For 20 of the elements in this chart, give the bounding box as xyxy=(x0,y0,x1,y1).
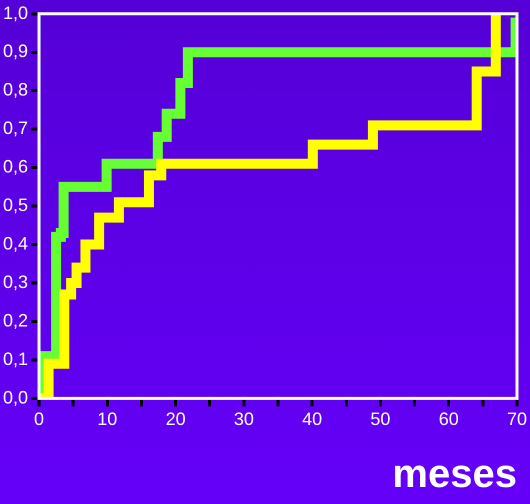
x-tick-label: 40 xyxy=(302,409,322,430)
x-tick-label: 20 xyxy=(166,409,186,430)
y-tick-label: 0,6 xyxy=(2,156,28,177)
y-tick-label: 0,0 xyxy=(2,387,28,408)
y-tick-label: 0,7 xyxy=(2,118,28,138)
x-tick-label: 50 xyxy=(370,409,390,430)
y-tick-label: 1,0 xyxy=(2,2,28,23)
y-tick-label: 0,4 xyxy=(2,234,28,254)
y-tick-label: 0,9 xyxy=(2,41,28,62)
x-tick-label: 10 xyxy=(97,409,118,430)
y-tick-label: 0,2 xyxy=(2,310,28,330)
y-tick-label: 0,5 xyxy=(2,195,28,216)
x-tick-label: 0 xyxy=(34,409,44,430)
x-axis-title: meses xyxy=(392,452,517,496)
y-tick-label: 0,8 xyxy=(2,80,28,100)
x-tick-label: 60 xyxy=(438,409,459,430)
y-tick-label: 0,3 xyxy=(2,272,28,292)
x-tick-label: 30 xyxy=(234,409,254,430)
x-tick-label: 70 xyxy=(506,409,528,430)
y-tick-label: 0,1 xyxy=(2,348,28,369)
